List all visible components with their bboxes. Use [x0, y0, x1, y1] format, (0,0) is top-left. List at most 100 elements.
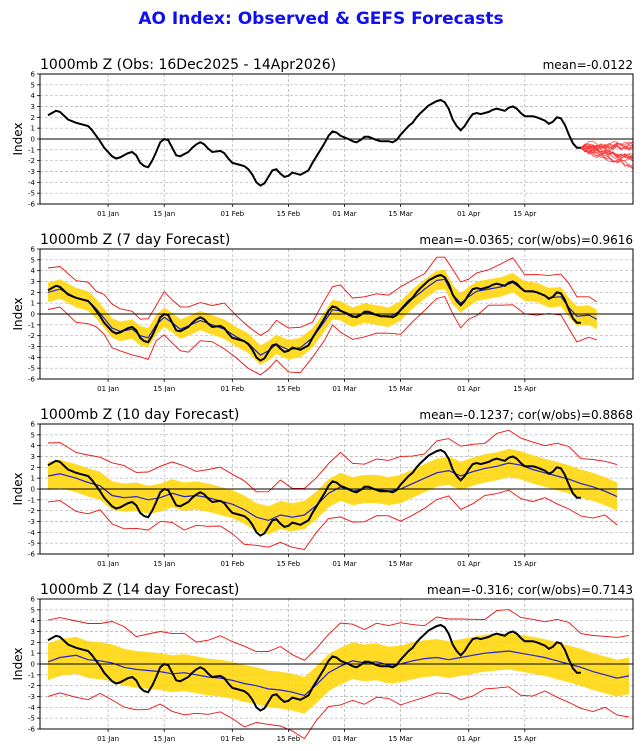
ensemble-mean-line [47, 650, 630, 697]
y-tick-label: 3 [31, 103, 35, 111]
chart-panel-7day: 1000mb Z (7 day Forecast) mean=-0.0365; c… [0, 227, 642, 396]
x-tick-label: 01 Jan [97, 210, 119, 217]
x-tick-label: 15 Mar [388, 210, 412, 217]
y-tick-label: 3 [31, 453, 35, 461]
y-tick-label: 6 [31, 246, 36, 254]
y-tick-label: 2 [31, 464, 35, 472]
page-title: AO Index: Observed & GEFS Forecasts [138, 9, 504, 29]
plot-frame [39, 598, 634, 730]
x-tick-label: 15 Jan [153, 385, 175, 392]
y-axis-label-3: Index [11, 647, 25, 680]
y-tick-label: -3 [28, 518, 35, 526]
ensemble-member-line [580, 147, 634, 169]
observed-line [47, 448, 581, 537]
chart-10day-forecast: 1000mb Z (10 day Forecast) mean=-0.1237; … [11, 407, 634, 568]
x-tick-label: 15 Feb [277, 735, 301, 743]
panel-title-3: 1000mb Z (14 day Forecast) [40, 582, 239, 598]
x-tick-label: 01 Jan [97, 385, 119, 392]
y-tick-label: -4 [28, 704, 36, 712]
y-tick-label: 4 [31, 267, 36, 275]
x-tick-label: 15 Mar [388, 735, 412, 743]
envelope-lower-line [47, 295, 598, 376]
panel-title-1: 1000mb Z (7 day Forecast) [40, 232, 230, 248]
y-tick-label: 3 [31, 278, 35, 286]
y-tick-label: 4 [31, 617, 36, 625]
y-tick-label: 4 [31, 92, 36, 100]
y-tick-label: -5 [28, 365, 35, 373]
y-tick-label: 0 [31, 311, 35, 319]
x-tick-label: 01 Mar [332, 735, 356, 743]
x-tick-label: 15 Apr [513, 735, 536, 743]
y-tick-label: 3 [31, 628, 35, 636]
y-tick-label: -3 [28, 168, 35, 176]
ensemble-member-line [580, 147, 634, 168]
y-tick-label: 5 [31, 81, 35, 89]
x-tick-label: 15 Apr [513, 385, 536, 392]
x-tick-label: 01 Mar [332, 385, 356, 392]
y-tick-label: -2 [28, 507, 35, 515]
y-tick-label: -6 [28, 726, 36, 734]
x-tick-label: 15 Feb [277, 210, 301, 217]
y-tick-label: 4 [31, 442, 36, 450]
plot-frame [39, 248, 634, 380]
panel-stat-3: mean=-0.316; cor(w/obs)=0.7143 [427, 583, 633, 597]
y-tick-label: 5 [31, 256, 35, 264]
y-tick-label: -5 [28, 190, 35, 198]
y-tick-label: 5 [31, 431, 35, 439]
x-tick-label: 15 Jan [153, 560, 175, 567]
y-tick-label: 2 [31, 114, 35, 122]
y-tick-label: -2 [28, 332, 35, 340]
x-tick-label: 01 Feb [221, 735, 245, 743]
chart-panel-observed: 1000mb Z (Obs: 16Dec2025 - 14Apr2026) mea… [0, 52, 642, 221]
ensemble-member-line [580, 147, 634, 158]
y-tick-label: 5 [31, 606, 35, 614]
y-tick-label: 0 [31, 661, 35, 669]
y-tick-label: 0 [31, 486, 35, 494]
panel-stat-0: mean=-0.0122 [543, 58, 633, 72]
y-tick-label: -4 [28, 354, 36, 362]
envelope-upper-line [47, 609, 630, 661]
panel-title-0: 1000mb Z (Obs: 16Dec2025 - 14Apr2026) [40, 57, 336, 73]
x-tick-label: 01 Apr [457, 210, 480, 217]
y-axis-label-0: Index [11, 122, 25, 155]
envelope-upper-line [47, 256, 598, 336]
y-tick-label: -3 [28, 693, 35, 701]
ensemble-member-line [580, 141, 634, 149]
y-tick-label: 1 [31, 475, 35, 483]
x-tick-label: 01 Apr [457, 385, 480, 392]
observed-line [47, 273, 581, 362]
y-tick-label: 6 [31, 421, 36, 429]
ensemble-member-line [580, 147, 634, 158]
x-tick-label: 01 Feb [221, 210, 245, 217]
x-tick-label: 15 Jan [153, 735, 175, 743]
panel-stat-2: mean=-0.1237; cor(w/obs)=0.8868 [419, 408, 633, 422]
panel-stat-1: mean=-0.0365; cor(w/obs)=0.9616 [419, 233, 633, 247]
y-tick-label: 0 [31, 136, 35, 144]
y-tick-label: -6 [28, 376, 36, 384]
y-tick-label: 1 [31, 650, 35, 658]
x-tick-label: 01 Apr [457, 560, 480, 567]
x-tick-label: 15 Apr [513, 210, 536, 217]
x-tick-label: 01 Mar [332, 210, 356, 217]
chart-panel-10day: 1000mb Z (10 day Forecast) mean=-0.1237; … [0, 402, 642, 571]
y-tick-label: -3 [28, 343, 35, 351]
x-tick-label: 01 Feb [221, 385, 245, 392]
y-tick-label: -6 [28, 201, 36, 209]
y-tick-label: -1 [28, 321, 35, 329]
y-tick-label: -5 [28, 715, 35, 723]
y-tick-label: -4 [28, 179, 36, 187]
y-tick-label: -1 [28, 496, 35, 504]
observed-line [47, 98, 581, 187]
ensemble-member-line [580, 145, 634, 151]
plot-frame [39, 423, 634, 555]
y-tick-label: -1 [28, 146, 35, 154]
x-tick-label: 01 Apr [457, 735, 480, 743]
y-tick-label: -2 [28, 682, 35, 690]
x-tick-label: 15 Mar [388, 385, 412, 392]
envelope-lower-line [47, 686, 630, 740]
x-tick-label: 15 Jan [153, 210, 175, 217]
plot-frame [39, 73, 634, 205]
y-tick-label: -2 [28, 157, 35, 165]
x-tick-label: 15 Apr [513, 560, 536, 567]
x-tick-label: 01 Feb [221, 560, 245, 567]
